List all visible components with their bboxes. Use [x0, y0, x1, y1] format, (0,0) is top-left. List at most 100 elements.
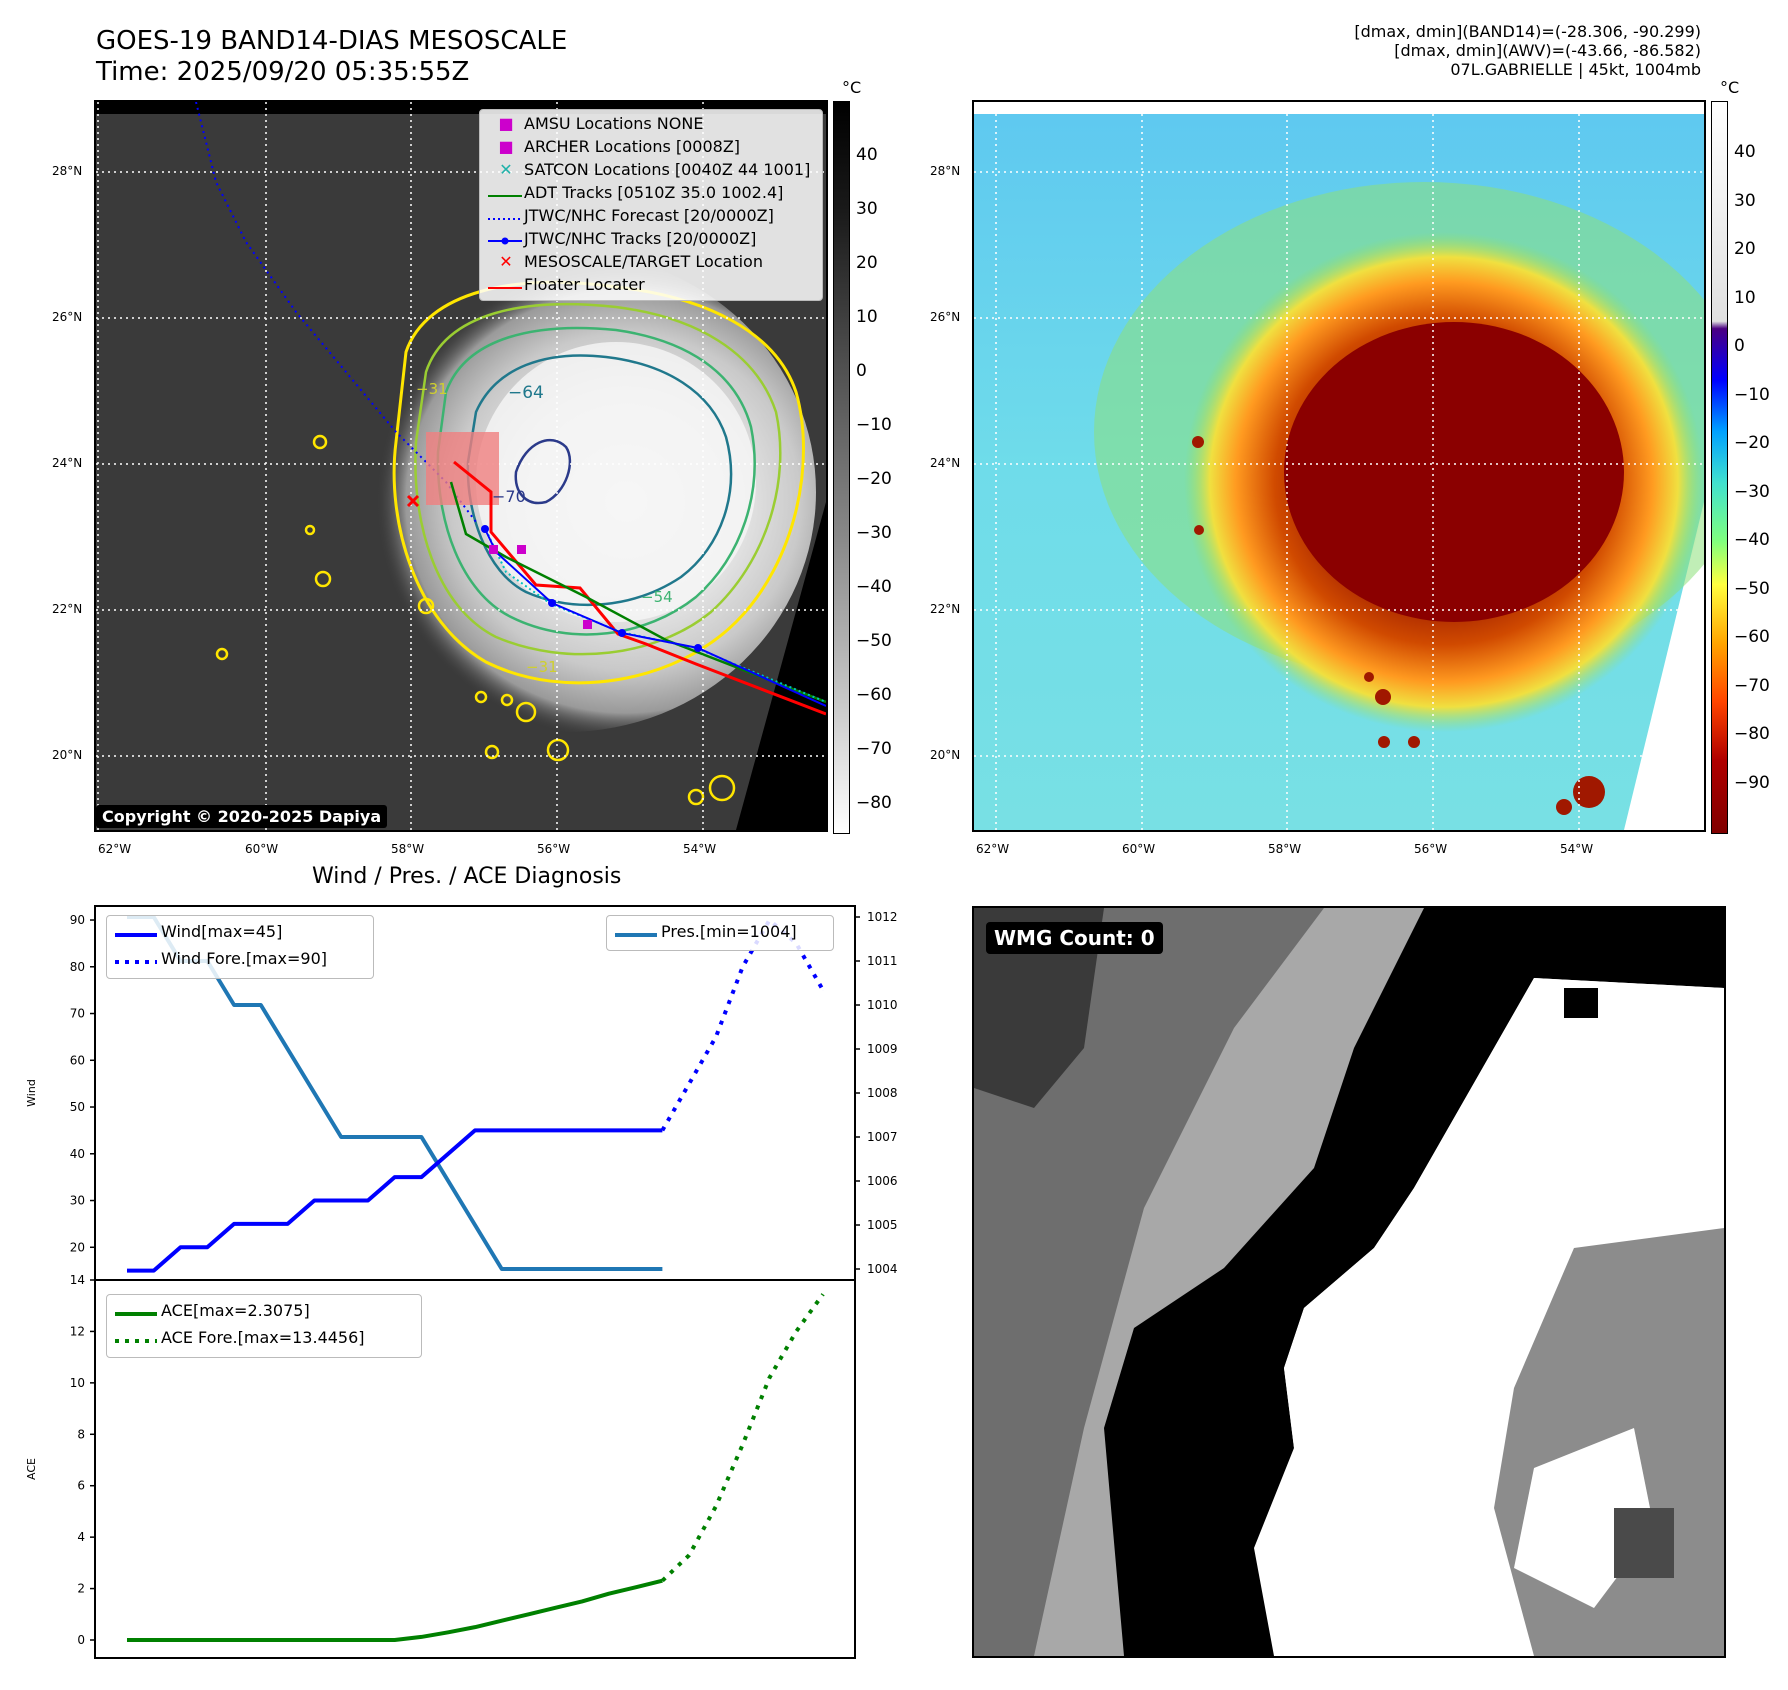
archer-marker-2 — [517, 545, 526, 554]
awv-cb-tick-m80: −80 — [1734, 724, 1770, 744]
awv-colorbar — [1711, 101, 1728, 834]
ir-lat-22: 22°N — [52, 602, 83, 616]
contour-lightgreen — [414, 302, 782, 656]
awv-small-cells — [1192, 436, 1605, 815]
wind-series-line — [127, 1128, 663, 1273]
contour-label-4: −54 — [641, 588, 673, 606]
contour-label-5: −31 — [526, 658, 558, 676]
wind-ytick-label-80: 80 — [70, 960, 85, 974]
ace-fore-legend-row: ACE Fore.[max=13.4456] — [115, 1328, 365, 1348]
ir-lat-20: 20°N — [52, 748, 83, 762]
wmg-count-badge: WMG Count: 0 — [986, 922, 1163, 954]
awv-cell-2 — [1194, 525, 1204, 535]
floater-locater-track — [453, 460, 826, 716]
legend-archer: ■ ARCHER Locations [0008Z] — [488, 137, 740, 156]
ir-cb-tick-m10: −10 — [856, 415, 892, 435]
awv-lat-28: 28°N — [930, 164, 961, 178]
cell-1 — [312, 434, 328, 450]
cell-2 — [304, 524, 316, 536]
ace-forecast-series-line — [661, 1293, 825, 1583]
ir-cb-tick-20: 20 — [856, 253, 878, 273]
pres-ytick-label-1012: 1012 — [867, 910, 898, 924]
wind-ytick-label-50: 50 — [70, 1100, 85, 1114]
wind-fore-legend-row: Wind Fore.[max=90] — [115, 949, 327, 969]
wind-ytick-label-30: 30 — [70, 1194, 85, 1208]
ace-ytick-label-4: 4 — [77, 1530, 85, 1544]
wind-legend: Wind[max=45] Wind Fore.[max=90] — [106, 915, 374, 979]
awv-top-nodata — [974, 102, 1704, 114]
pres-ytick-label-1009: 1009 — [867, 1042, 898, 1056]
ir-lat-24: 24°N — [52, 456, 83, 470]
awv-lon-62: 62°W — [976, 842, 1010, 856]
cell-12 — [546, 738, 570, 762]
diagnosis-title: Wind / Pres. / ACE Diagnosis — [312, 864, 622, 889]
title-line-1: GOES-19 BAND14-DIAS MESOSCALE — [96, 26, 568, 56]
ace-axes-frame — [94, 1279, 856, 1659]
awv-lat-20: 20°N — [930, 748, 961, 762]
legend-jtwc-forecast-label: JTWC/NHC Forecast [20/0000Z] — [524, 206, 774, 225]
ace-axis-label: ACE — [25, 1458, 38, 1480]
ace-fore-legend-label: ACE Fore.[max=13.4456] — [161, 1328, 365, 1347]
wmg-region-darkest — [974, 908, 1104, 1108]
ir-colorbar-unit: °C — [842, 78, 862, 97]
ir-lat-26: 26°N — [52, 310, 83, 324]
pres-legend-swatch — [615, 923, 661, 942]
awv-gridlines — [974, 102, 1704, 830]
awv-cb-tick-m50: −50 — [1734, 579, 1770, 599]
wind-ytick-label-60: 60 — [70, 1053, 85, 1067]
legend-amsu: ■ AMSU Locations NONE — [488, 114, 703, 133]
wind-forecast-series-line — [660, 918, 825, 1132]
cell-11 — [417, 597, 435, 615]
legend-satcon: ✕ SATCON Locations [0040Z 44 1001] — [488, 160, 810, 179]
awv-lon-56: 56°W — [1414, 842, 1448, 856]
cell-5 — [500, 693, 514, 707]
jtwc-pt-2 — [548, 599, 556, 607]
ir-cb-tick-m40: −40 — [856, 577, 892, 597]
legend-adt-marker — [488, 184, 524, 203]
ir-cb-tick-40: 40 — [856, 145, 878, 165]
pres-ytick-label-1011: 1011 — [867, 954, 898, 968]
contour-teal — [466, 354, 733, 607]
contour-green — [436, 326, 756, 636]
legend-target-marker: ✕ — [499, 252, 513, 271]
legend-adt-label: ADT Tracks [0510Z 35.0 1002.4] — [524, 183, 784, 202]
archer-marker-3 — [583, 620, 592, 629]
contour-blue — [514, 438, 572, 505]
ace-ytick-label-12: 12 — [70, 1324, 85, 1338]
legend-target-label: MESOSCALE/TARGET Location — [524, 252, 763, 271]
awv-cell-5 — [1378, 736, 1390, 748]
legend-floater-marker — [488, 276, 524, 295]
ir-lon-58: 58°W — [391, 842, 425, 856]
info-line-1: [dmax, dmin](BAND14)=(-28.306, -90.299) — [1354, 22, 1701, 41]
legend-jtwc-tracks: JTWC/NHC Tracks [20/0000Z] — [488, 229, 756, 249]
awv-storm-core — [1284, 322, 1624, 622]
pres-ytick-label-1010: 1010 — [867, 998, 898, 1012]
legend-jtwc-forecast-marker — [488, 207, 524, 226]
legend-amsu-marker: ■ — [498, 114, 514, 133]
cell-4 — [474, 690, 488, 704]
ace-ytick-label-8: 8 — [77, 1427, 85, 1441]
ace-ytick-label-10: 10 — [70, 1376, 85, 1390]
awv-cb-tick-20: 20 — [1734, 239, 1756, 259]
cell-10 — [215, 647, 229, 661]
legend-floater: Floater Locater — [488, 275, 645, 295]
ir-lon-54: 54°W — [683, 842, 717, 856]
pres-ytick-label-1005: 1005 — [867, 1218, 898, 1232]
awv-cb-tick-m30: −30 — [1734, 482, 1770, 502]
figure-title: GOES-19 BAND14-DIAS MESOSCALE Time: 2025… — [96, 26, 567, 88]
wind-ytick-label-70: 70 — [70, 1007, 85, 1021]
awv-lat-24: 24°N — [930, 456, 961, 470]
cell-9 — [687, 788, 705, 806]
legend-floater-label: Floater Locater — [524, 275, 645, 294]
ace-legend-label: ACE[max=2.3075] — [161, 1301, 310, 1320]
adt-track — [449, 481, 826, 704]
awv-map-panel — [972, 100, 1706, 832]
storm-info: [dmax, dmin](BAND14)=(-28.306, -90.299) … — [1354, 22, 1701, 79]
wind-ytick-label-40: 40 — [70, 1147, 85, 1161]
wind-legend-swatch — [115, 923, 161, 942]
awv-cb-tick-10: 10 — [1734, 288, 1756, 308]
pres-ytick-label-1004: 1004 — [867, 1262, 898, 1276]
wind-axis-label: Wind — [25, 1079, 38, 1107]
jtwc-pt-3 — [618, 629, 626, 637]
pres-ytick-label-1007: 1007 — [867, 1130, 898, 1144]
